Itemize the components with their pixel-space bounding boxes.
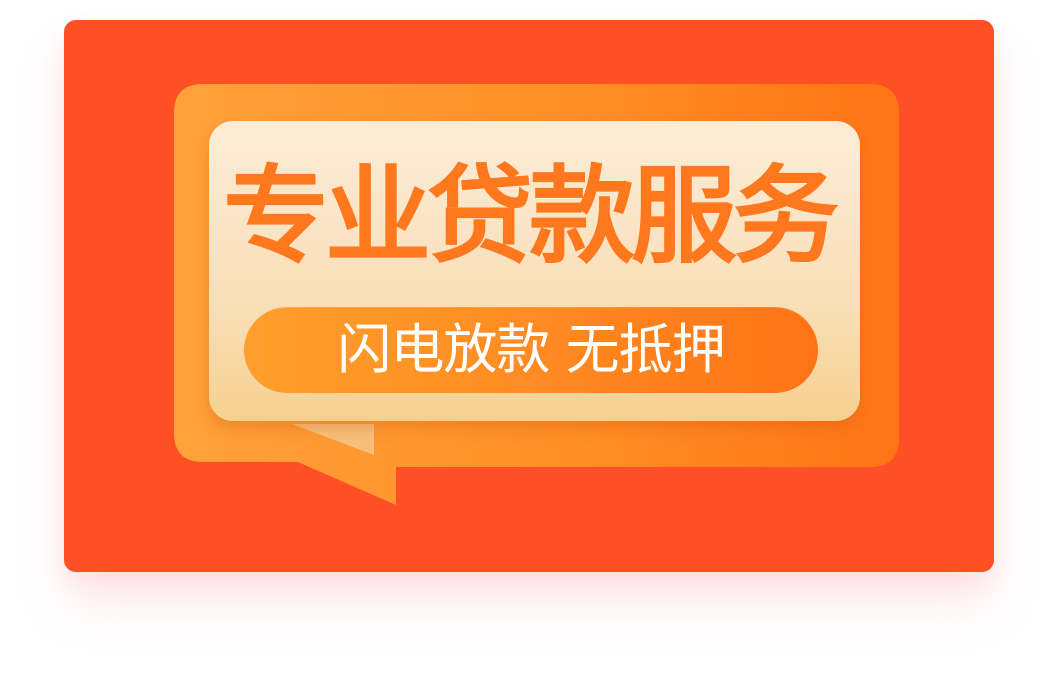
loan-service-title: 专业贷款服务 — [223, 155, 839, 278]
loan-feature-subtitle: 闪电放款 无抵押 — [337, 318, 725, 381]
red-promotional-card — [64, 20, 994, 572]
subtitle-pill: 闪电放款 无抵押 — [244, 307, 818, 393]
